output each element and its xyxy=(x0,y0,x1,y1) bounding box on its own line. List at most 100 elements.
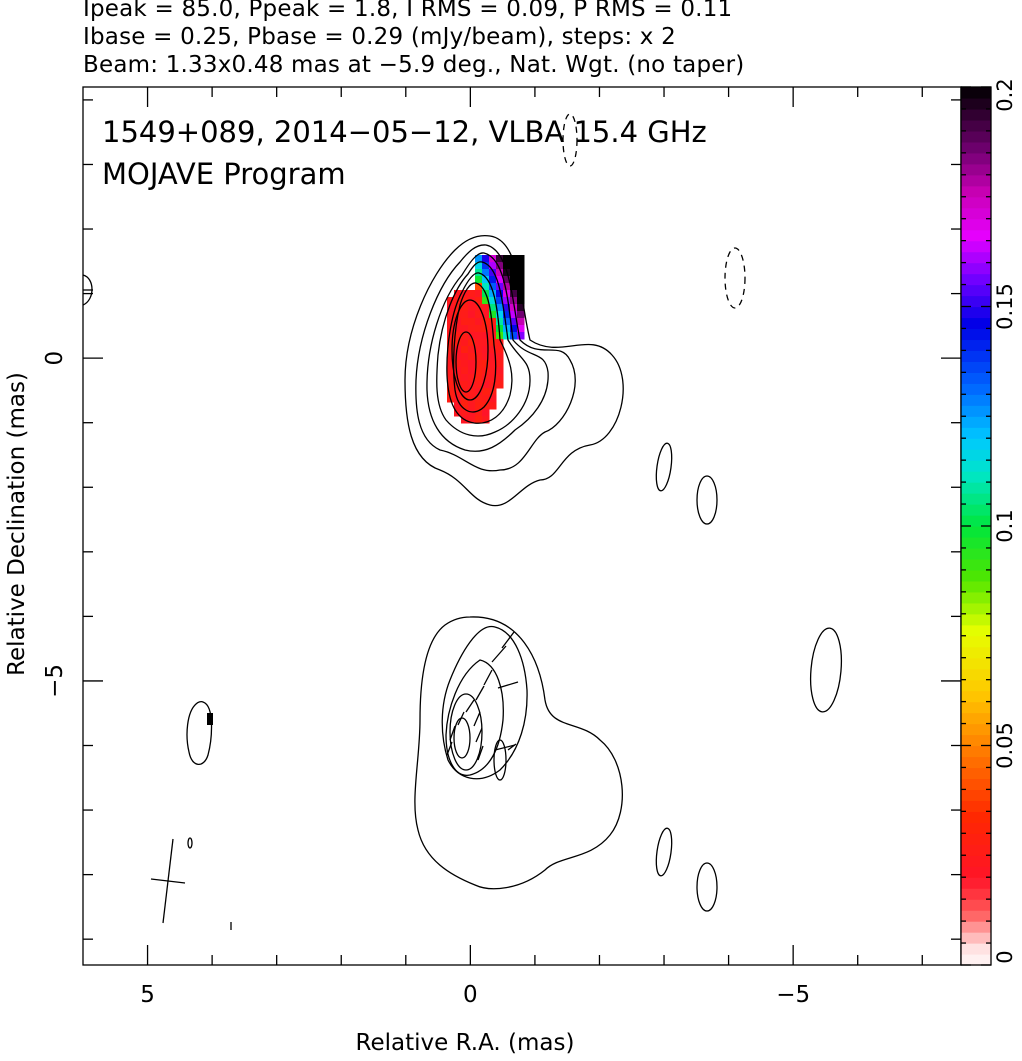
colorbar-segment xyxy=(961,877,991,889)
y-tick-label: −5 xyxy=(42,664,68,698)
colorbar-segment xyxy=(961,252,991,264)
colorbar-segment xyxy=(961,592,991,604)
colorbar-tick-labels: 0 0.05 0.1 0.15 0.2 xyxy=(993,78,1017,963)
colorbar-segment xyxy=(961,702,991,714)
plot-title-line-1: 1549+089, 2014−05−12, VLBA 15.4 GHz xyxy=(102,115,707,149)
pol-pixel xyxy=(496,346,504,354)
colorbar-segment xyxy=(961,471,991,483)
colorbar-segment xyxy=(961,98,991,110)
bottom-contour-5 xyxy=(454,718,470,758)
colorbar-segment xyxy=(961,724,991,736)
pol-pixel xyxy=(461,332,469,340)
colorbar-segment xyxy=(961,438,991,450)
y-tick-label: 0 xyxy=(42,351,68,366)
pol-pixel xyxy=(468,325,476,333)
colorbar-segment xyxy=(961,756,991,768)
pol-pixel xyxy=(496,367,504,375)
colorbar-segment xyxy=(961,230,991,242)
colorbar-segment xyxy=(961,109,991,121)
colorbar-segment xyxy=(961,767,991,779)
pol-pixel xyxy=(461,367,469,375)
pol-pixel xyxy=(489,402,497,410)
pol-pixel xyxy=(496,381,504,389)
colorbar-tick-label: 0.15 xyxy=(993,283,1017,330)
bottom-intensity-contours xyxy=(415,617,622,889)
colorbar-tick-label: 0.05 xyxy=(993,722,1017,769)
y-axis-label: Relative Declination (mas) xyxy=(4,354,30,694)
pol-pixel xyxy=(475,416,483,424)
plot-frame xyxy=(83,87,961,965)
colorbar-segment xyxy=(961,921,991,933)
colorbar-tick-label: 0.1 xyxy=(993,509,1017,542)
colorbar-segment xyxy=(961,800,991,812)
pol-pixel xyxy=(510,332,518,340)
colorbar-segment xyxy=(961,669,991,681)
x-axis-label: Relative R.A. (mas) xyxy=(0,1030,930,1056)
pol-pixel xyxy=(475,395,483,403)
pol-pixel xyxy=(468,409,476,417)
colorbar-segment xyxy=(961,164,991,176)
colorbar-segment xyxy=(961,296,991,308)
pol-pixel xyxy=(475,318,483,326)
colorbar-segment xyxy=(961,548,991,560)
pol-pixel xyxy=(468,367,476,375)
pol-pixel xyxy=(461,346,469,354)
pol-pixel xyxy=(461,325,469,333)
pol-pixel xyxy=(482,409,490,417)
pol-pixel xyxy=(468,311,476,319)
x-tick-label: −5 xyxy=(776,982,810,1008)
colorbar-segment xyxy=(961,307,991,319)
colorbar-segment xyxy=(961,416,991,428)
pol-pixel xyxy=(489,262,497,270)
pol-pixel xyxy=(468,388,476,396)
pol-pixel xyxy=(454,367,462,375)
colorbar-segment xyxy=(961,515,991,527)
pol-pixel xyxy=(489,381,497,389)
isolated-contour-d xyxy=(697,863,717,911)
x-tick-label: 5 xyxy=(140,982,155,1008)
pol-pixel xyxy=(461,339,469,347)
axis-ticks xyxy=(83,87,961,965)
pol-pixel xyxy=(468,290,476,298)
pol-pixel xyxy=(468,402,476,410)
colorbar-segment xyxy=(961,120,991,132)
colorbar-segment xyxy=(961,581,991,593)
colorbar-segment xyxy=(961,658,991,670)
colorbar-segment xyxy=(961,372,991,384)
isolated-contour-c xyxy=(654,827,675,876)
pol-pixel xyxy=(461,360,469,368)
colorbar-segment xyxy=(961,899,991,911)
pol-pixel xyxy=(503,318,511,326)
pol-pixel xyxy=(496,318,504,326)
pol-pixel xyxy=(461,353,469,361)
colorbar-segment xyxy=(961,394,991,406)
colorbar-segment xyxy=(961,910,991,922)
pol-pixel xyxy=(496,374,504,382)
colorbar-segment xyxy=(961,383,991,395)
colorbar-segment xyxy=(961,274,991,286)
pol-pixel xyxy=(454,353,462,361)
pol-pixel xyxy=(510,276,518,284)
pol-pixel xyxy=(461,381,469,389)
colorbar-segment xyxy=(961,746,991,758)
colorbar-segment xyxy=(961,559,991,571)
colorbar-segment xyxy=(961,460,991,472)
colorbar-segment xyxy=(961,87,991,99)
pol-pixel xyxy=(517,311,525,319)
pol-pixel xyxy=(461,374,469,382)
pol-pixel xyxy=(489,339,497,347)
colorbar-segment xyxy=(961,339,991,351)
isolated-contour-b xyxy=(697,476,717,524)
pol-pixel xyxy=(461,311,469,319)
pol-pixel xyxy=(468,353,476,361)
colorbar-tick-label: 0 xyxy=(993,950,1017,963)
isolated-contour-f xyxy=(187,702,211,765)
colorbar-segment xyxy=(961,208,991,220)
colorbar-segment xyxy=(961,603,991,615)
colorbar-segment xyxy=(961,691,991,703)
pol-pixel xyxy=(461,402,469,410)
colorbar-segment xyxy=(961,614,991,626)
colorbar-segment xyxy=(961,778,991,790)
colorbar-segment xyxy=(961,735,991,747)
colorbar-segment xyxy=(961,954,991,966)
